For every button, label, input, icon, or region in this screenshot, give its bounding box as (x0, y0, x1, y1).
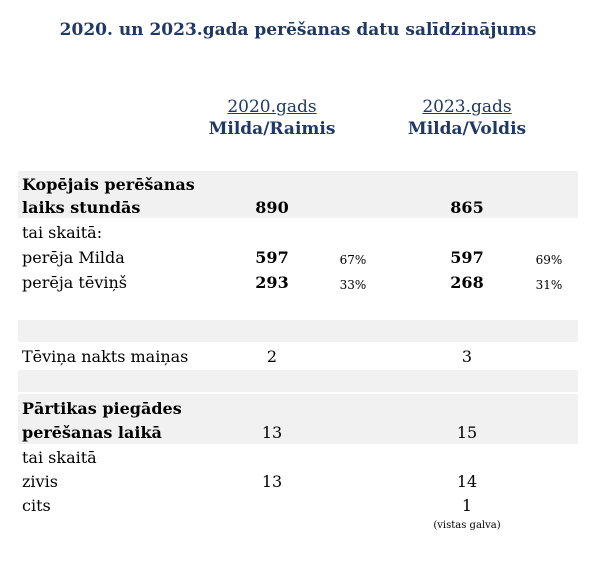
column-names-2020: Milda/Raimis (208, 119, 336, 139)
total-value-2020: 890 (255, 198, 289, 217)
column-header-2023: 2023.gads Milda/Voldis (387, 96, 547, 140)
row-male-percent-2020: 33% (339, 278, 367, 292)
row-label-other: cits (22, 496, 51, 515)
row-label-milda: perēja Milda (22, 248, 125, 267)
row-male-value-2023: 268 (450, 273, 484, 292)
row-milda-percent-2020: 67% (339, 253, 367, 267)
food-breakdown-label: tai skaitā (22, 448, 97, 467)
column-year-2023: 2023.gads (422, 97, 512, 117)
night-shifts-label: Tēviņa nakts maiņas (22, 347, 189, 366)
night-shifts-value-2023: 3 (461, 347, 473, 366)
band-food (18, 394, 578, 444)
column-year-2020: 2020.gads (227, 97, 317, 117)
total-breakdown-label: tai skaitā: (22, 223, 103, 242)
total-label-line2: laiks stundās (22, 198, 141, 217)
total-value-2023: 865 (450, 198, 484, 217)
row-label-male: perēja tēviņš (22, 273, 127, 292)
row-fish-value-2023: 14 (456, 472, 478, 491)
band-separator-2 (18, 370, 578, 392)
food-value-2020: 13 (261, 423, 283, 442)
page-title: 2020. un 2023.gada perēšanas datu salīdz… (59, 20, 537, 40)
row-milda-value-2023: 597 (450, 248, 484, 267)
other-note: (vistas galva) (433, 520, 501, 531)
food-label-line1: Pārtikas piegādes (22, 399, 182, 418)
total-label-line1: Kopējais perēšanas (22, 175, 195, 194)
row-other-value-2023: 1 (461, 496, 473, 515)
column-names-2023: Milda/Voldis (407, 119, 527, 139)
night-shifts-value-2020: 2 (266, 347, 278, 366)
band-separator-1 (18, 320, 578, 342)
food-label-line2: perēšanas laikā (22, 423, 162, 442)
row-milda-percent-2023: 69% (535, 253, 563, 267)
band-total (18, 171, 578, 218)
row-male-value-2020: 293 (255, 273, 289, 292)
row-fish-value-2020: 13 (261, 472, 283, 491)
row-milda-value-2020: 597 (255, 248, 289, 267)
row-label-fish: zivis (22, 472, 58, 491)
row-male-percent-2023: 31% (535, 278, 563, 292)
food-value-2023: 15 (456, 423, 478, 442)
column-header-2020: 2020.gads Milda/Raimis (192, 96, 352, 140)
